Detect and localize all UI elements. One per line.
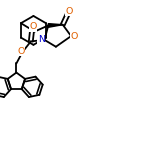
Text: N: N <box>38 35 45 44</box>
Polygon shape <box>48 24 63 27</box>
Text: O: O <box>29 22 37 31</box>
Text: O: O <box>17 47 25 56</box>
Text: O: O <box>71 32 78 41</box>
Text: O: O <box>66 7 73 16</box>
